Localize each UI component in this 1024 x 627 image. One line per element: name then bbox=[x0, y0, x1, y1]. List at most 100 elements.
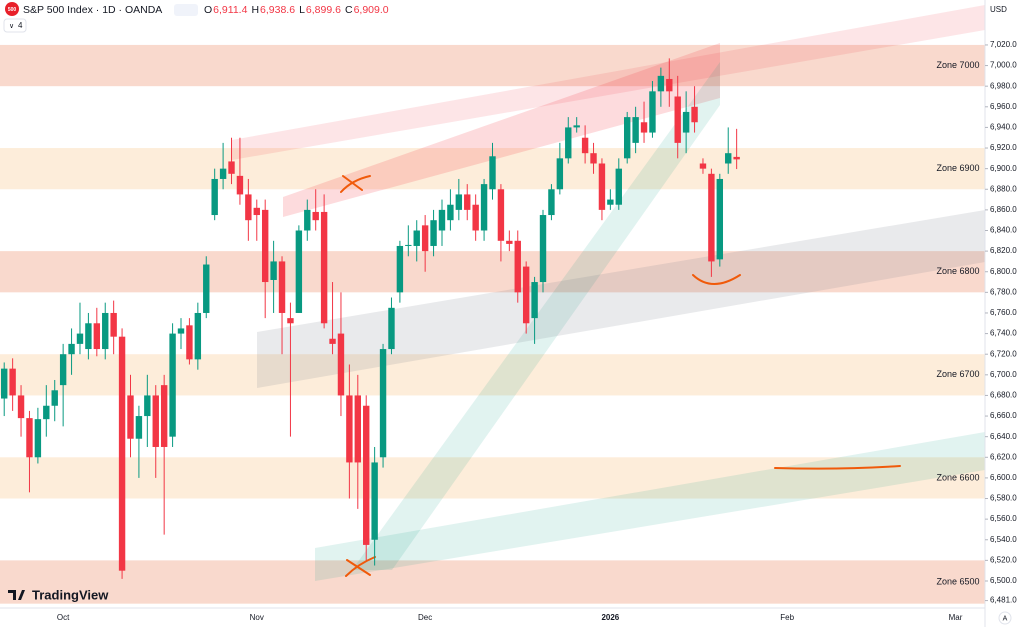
auto-scale-label[interactable]: A bbox=[1003, 615, 1008, 622]
candle-body bbox=[581, 137, 589, 154]
candle-body bbox=[228, 161, 235, 174]
ohlc-value: 6,911.4 bbox=[213, 4, 247, 16]
y-tick-label: 6,820.0 bbox=[990, 246, 1017, 255]
y-tick-label: 6,780.0 bbox=[990, 287, 1017, 296]
ohlc-key: O bbox=[204, 4, 212, 16]
channel-pink bbox=[283, 43, 720, 217]
candle-body bbox=[649, 91, 656, 133]
annotation bbox=[340, 175, 901, 577]
candle-body bbox=[640, 122, 648, 133]
indicator-toggle[interactable] bbox=[3, 18, 27, 33]
y-tick-label: 6,860.0 bbox=[990, 205, 1017, 214]
y-tick-label: 6,900.0 bbox=[990, 164, 1017, 173]
candle-body bbox=[203, 264, 210, 313]
chevron: ∨ bbox=[9, 23, 14, 30]
candle-body bbox=[43, 405, 50, 420]
y-tick-label: 6,580.0 bbox=[990, 494, 1017, 503]
header-chip[interactable] bbox=[174, 4, 198, 16]
zone-label: Zone 6900 bbox=[936, 163, 979, 173]
candle-body bbox=[127, 395, 134, 439]
candle-body bbox=[287, 318, 294, 324]
candle-body bbox=[598, 163, 606, 210]
candle-body bbox=[219, 168, 227, 179]
ohlc-value: 6,909.0 bbox=[354, 4, 389, 16]
candle-body bbox=[68, 343, 75, 355]
candle-body bbox=[464, 194, 471, 210]
y-tick-label: 6,920.0 bbox=[990, 143, 1017, 152]
candle-body bbox=[312, 211, 319, 221]
ohlc-key: L bbox=[299, 4, 305, 16]
candle-body bbox=[329, 338, 336, 344]
y-tick-label: 6,880.0 bbox=[990, 184, 1017, 193]
y-tick-label: 6,740.0 bbox=[990, 329, 1017, 338]
y-tick-label: 6,940.0 bbox=[990, 123, 1017, 132]
candle-body bbox=[51, 390, 58, 406]
ohlc-key: C bbox=[345, 4, 353, 16]
candle-body bbox=[708, 173, 715, 262]
candle-body bbox=[9, 368, 16, 396]
candle-body bbox=[548, 189, 555, 216]
y-tick-label: 6,520.0 bbox=[990, 555, 1017, 564]
candle-body bbox=[405, 244, 412, 246]
y-tick-label: 6,500.0 bbox=[990, 576, 1017, 585]
logo: TradingView bbox=[8, 587, 109, 602]
candle-body bbox=[632, 117, 639, 143]
candle-body bbox=[93, 323, 101, 350]
candle-body bbox=[85, 323, 92, 350]
candle-body bbox=[480, 184, 488, 231]
candle-body bbox=[295, 230, 303, 313]
candle-body bbox=[270, 261, 277, 280]
y-tick-label: 7,000.0 bbox=[990, 61, 1017, 70]
y-tick-label: 6,680.0 bbox=[990, 391, 1017, 400]
auto-scale-button[interactable] bbox=[998, 611, 1012, 625]
y-tick-label: 6,540.0 bbox=[990, 535, 1017, 544]
candle-body bbox=[144, 395, 151, 417]
candle-body bbox=[421, 225, 429, 252]
candle-body bbox=[607, 199, 614, 205]
candle-body bbox=[556, 158, 564, 190]
candle-body bbox=[118, 336, 126, 571]
logo-text: TradingView bbox=[32, 587, 109, 602]
candle-body bbox=[152, 395, 159, 447]
candle-body bbox=[522, 266, 530, 324]
candle-body bbox=[160, 385, 168, 447]
axis-layer: Zone 7000 Zone 6900 Zone 6800 Zone 6700 Zone… bbox=[57, 40, 1017, 622]
currency[interactable]: USD bbox=[990, 5, 1007, 14]
candle-body bbox=[691, 106, 698, 123]
zone-label: Zone 6800 bbox=[936, 266, 979, 276]
y-tick-label: 6,720.0 bbox=[990, 349, 1017, 358]
y-tick-label: 6,800.0 bbox=[990, 267, 1017, 276]
candle-body bbox=[211, 178, 218, 216]
candle-body bbox=[135, 416, 143, 439]
candle-body bbox=[624, 117, 631, 159]
candle-body bbox=[733, 156, 740, 160]
candle-body bbox=[388, 307, 395, 350]
candle-body bbox=[489, 156, 496, 190]
candle-body bbox=[497, 189, 505, 241]
candle-body bbox=[455, 194, 463, 210]
candle-body bbox=[337, 333, 345, 396]
ohlc-legend: O 6,911.4 H 6,938.6 L 6,899.6 C 6,909.0 bbox=[204, 4, 389, 16]
candle-body bbox=[186, 325, 193, 360]
candle-body bbox=[472, 204, 479, 231]
y-tick-label: 6,840.0 bbox=[990, 226, 1017, 235]
candle-body bbox=[363, 405, 370, 545]
candle-body bbox=[278, 261, 286, 313]
zone bbox=[0, 251, 985, 293]
x-tick-label: Dec bbox=[418, 613, 432, 622]
candle-body bbox=[110, 312, 117, 337]
y-tick-label: 7,020.0 bbox=[990, 40, 1017, 49]
y-tick-label: 6,481.0 bbox=[990, 596, 1017, 605]
ohlc-key: H bbox=[251, 4, 259, 16]
candle-body bbox=[573, 125, 580, 128]
x-tick-label: Oct bbox=[57, 613, 70, 622]
zone-label: Zone 6600 bbox=[936, 472, 979, 482]
candle-body bbox=[245, 194, 252, 221]
candle-body bbox=[102, 312, 109, 350]
candle-body bbox=[396, 245, 404, 293]
zone-label: Zone 7000 bbox=[936, 60, 979, 70]
candle-body bbox=[17, 395, 25, 419]
candle-body bbox=[716, 178, 724, 260]
